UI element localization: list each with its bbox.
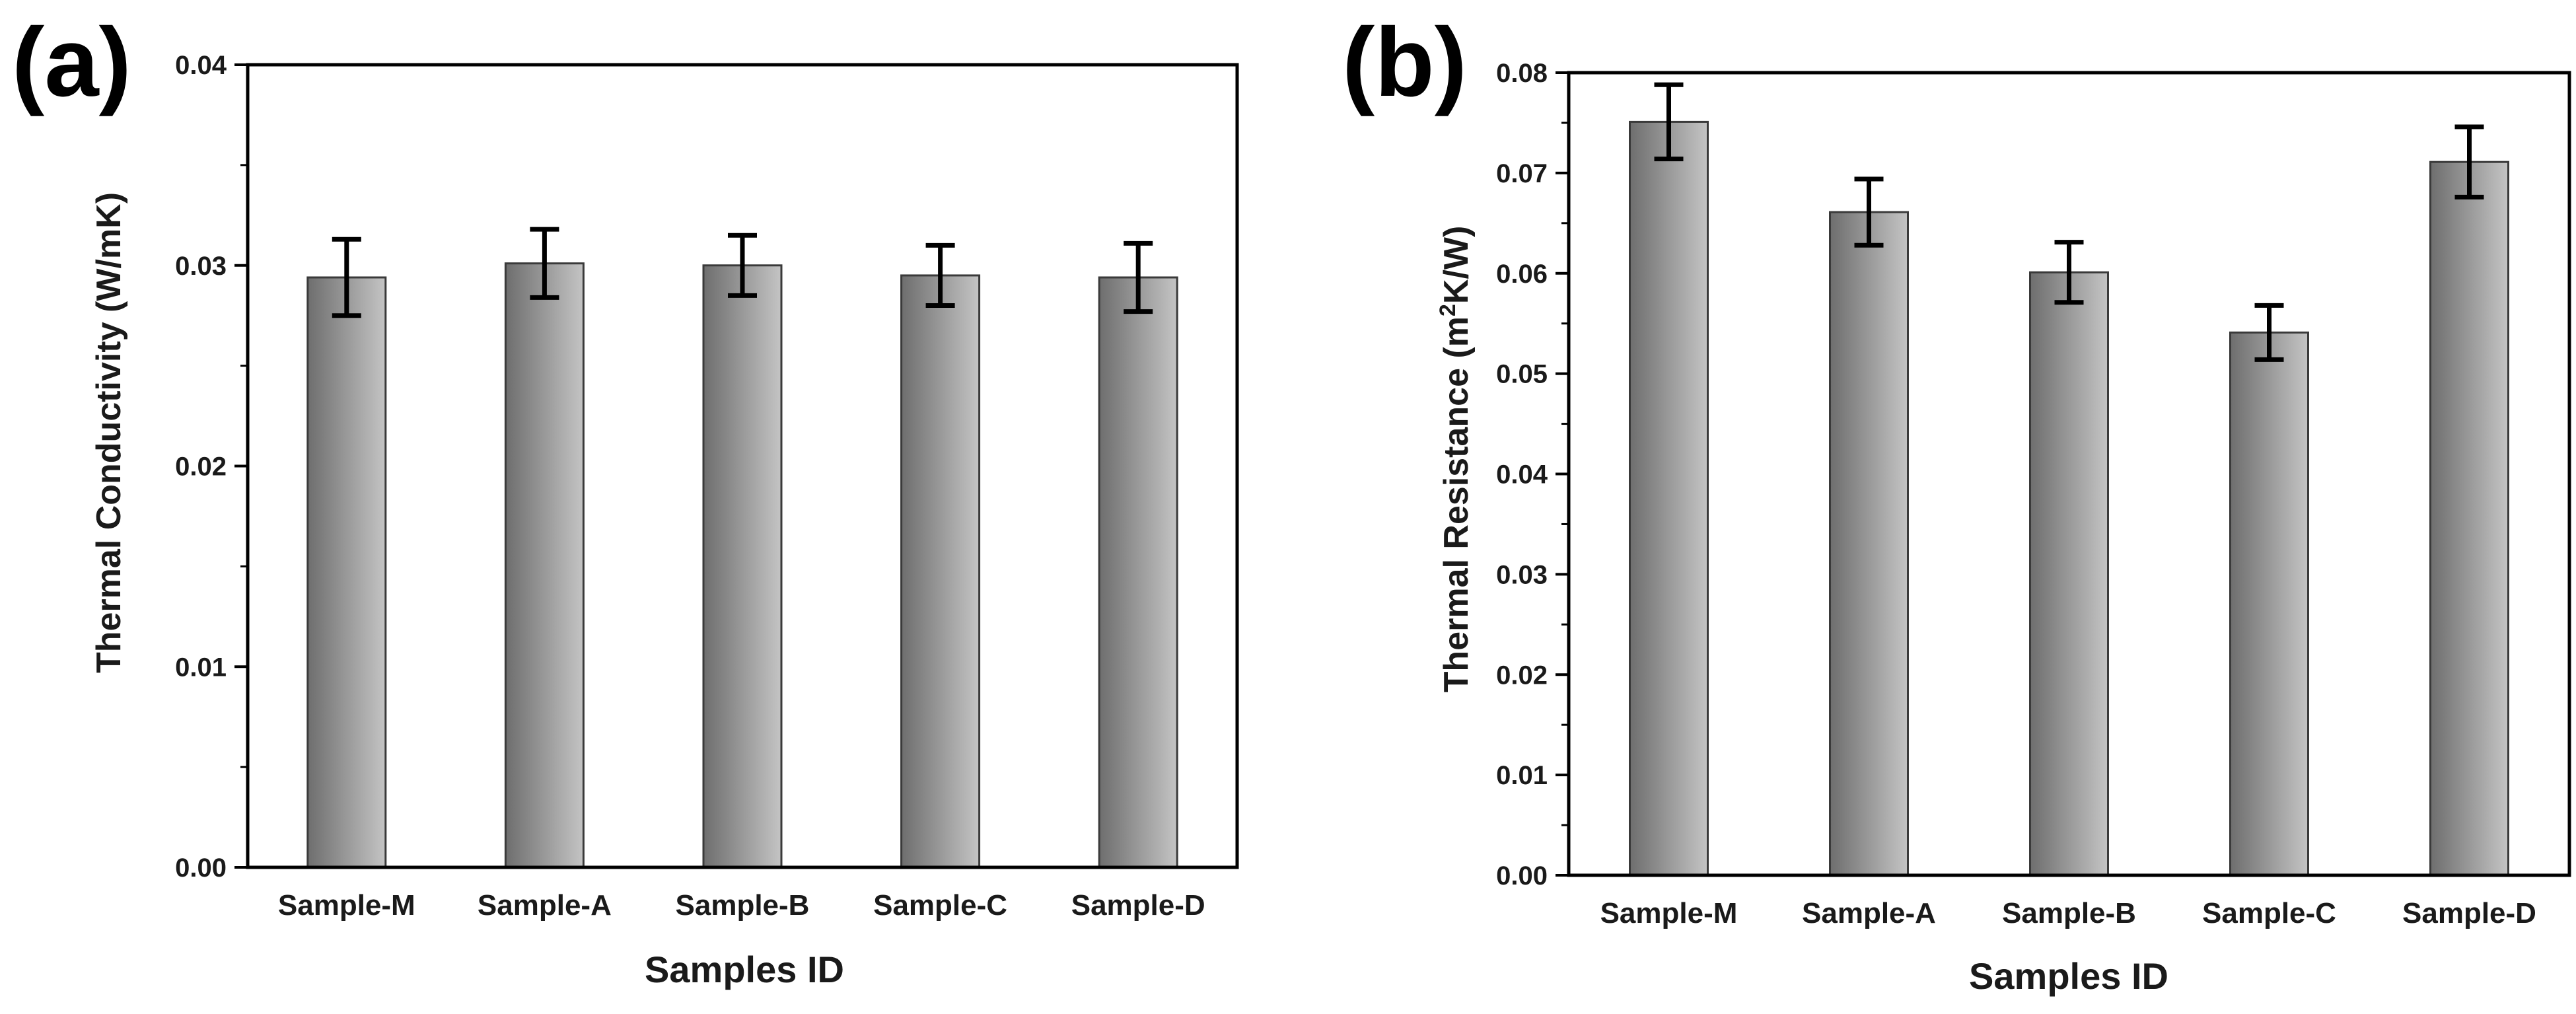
- plot-frame-b: [1567, 71, 2571, 877]
- x-tick-label-b-sample-a: Sample-A: [1802, 897, 1936, 929]
- x-axis-title-a: Samples ID: [645, 949, 844, 990]
- y-tick-label-b-1: 0.01: [1496, 761, 1548, 790]
- y-tick-label-b-0: 0.00: [1496, 861, 1548, 890]
- chart-panel-a: (a) Thermal Conductivity (W/mK) Samples …: [12, 8, 1239, 990]
- bar-b-sample-d: [2429, 161, 2509, 877]
- error-bar-b-sample-c: [2254, 303, 2284, 362]
- y-tick-label-a-3: 0.03: [175, 252, 227, 281]
- x-axis-title-b: Samples ID: [1969, 955, 2168, 997]
- y-tick-label-b-7: 0.07: [1496, 159, 1548, 188]
- x-tick-label-a-sample-b: Sample-B: [676, 889, 810, 922]
- x-tick-label-a-sample-m: Sample-M: [278, 889, 415, 922]
- bar-a-sample-c: [900, 274, 981, 869]
- x-tick-label-a-sample-c: Sample-C: [873, 889, 1007, 922]
- y-tick-label-a-0: 0.00: [175, 853, 227, 883]
- y-tick-label-b-5: 0.05: [1496, 360, 1548, 389]
- bar-a-sample-m: [306, 276, 387, 869]
- error-bar-b-sample-b: [2054, 240, 2084, 305]
- x-tick-label-a-sample-a: Sample-A: [478, 889, 612, 922]
- y-tick-label-a-2: 0.02: [175, 453, 227, 482]
- y-tick-label-a-1: 0.01: [175, 653, 227, 682]
- error-bar-a-sample-a: [530, 227, 559, 300]
- y-tick-label-a-4: 0.04: [175, 51, 227, 80]
- x-tick-label-b-sample-m: Sample-M: [1600, 897, 1738, 929]
- chart-panel-b: (b) Thermal Resistance (m2K/W) Samples I…: [1342, 8, 2571, 997]
- y-axis-title-b: Thermal Resistance (m2K/W): [1435, 226, 1476, 693]
- x-tick-label-a-sample-d: Sample-D: [1071, 889, 1205, 922]
- y-tick-label-b-6: 0.06: [1496, 260, 1548, 289]
- bar-a-sample-a: [504, 262, 585, 869]
- error-bar-a-sample-c: [925, 242, 955, 308]
- panel-label-a: (a): [12, 8, 131, 117]
- x-tick-label-b-sample-d: Sample-D: [2402, 897, 2536, 929]
- bar-b-sample-m: [1629, 120, 1709, 877]
- bar-b-sample-b: [2029, 271, 2109, 877]
- error-bar-a-sample-b: [728, 233, 757, 298]
- error-bar-b-sample-m: [1654, 82, 1684, 162]
- panel-label-b: (b): [1342, 8, 1467, 117]
- y-axis-title-a: Thermal Conductivity (W/mK): [90, 192, 128, 673]
- x-tick-label-b-sample-b: Sample-B: [2002, 897, 2136, 929]
- y-tick-label-b-8: 0.08: [1496, 59, 1548, 88]
- error-bar-a-sample-d: [1124, 240, 1153, 314]
- y-tick-label-b-4: 0.04: [1496, 460, 1548, 489]
- y-tick-label-b-3: 0.03: [1496, 560, 1548, 589]
- error-bar-b-sample-a: [1854, 176, 1884, 248]
- bar-b-sample-a: [1829, 211, 1909, 877]
- y-tick-label-b-2: 0.02: [1496, 661, 1548, 690]
- error-bar-b-sample-d: [2454, 124, 2484, 199]
- bar-b-sample-c: [2229, 331, 2309, 877]
- bar-a-sample-b: [702, 264, 783, 869]
- error-bar-a-sample-m: [332, 236, 361, 318]
- x-tick-label-b-sample-c: Sample-C: [2202, 897, 2336, 929]
- plot-frame-a: [246, 63, 1239, 869]
- bar-a-sample-d: [1098, 276, 1178, 869]
